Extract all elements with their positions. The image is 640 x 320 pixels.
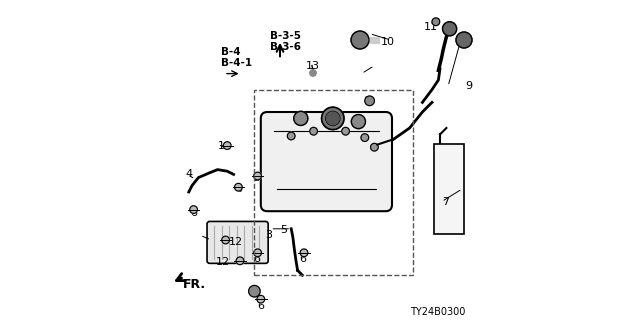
Circle shape [326, 112, 339, 125]
Text: 6: 6 [236, 184, 242, 194]
Circle shape [310, 70, 316, 76]
Circle shape [342, 127, 349, 135]
Circle shape [443, 22, 457, 36]
Bar [434, 144, 464, 234]
Circle shape [326, 111, 340, 125]
Text: TY24B0300: TY24B0300 [410, 307, 465, 317]
Circle shape [189, 206, 197, 213]
Text: 9: 9 [466, 81, 473, 92]
FancyBboxPatch shape [261, 112, 392, 211]
Circle shape [257, 295, 265, 303]
Circle shape [223, 142, 231, 149]
Text: FR.: FR. [183, 278, 206, 291]
Text: 13: 13 [306, 60, 319, 71]
Text: 4: 4 [186, 169, 193, 180]
Text: 6: 6 [191, 208, 197, 218]
Text: 7: 7 [442, 196, 449, 207]
Text: 1: 1 [218, 140, 225, 151]
Text: 5: 5 [280, 225, 287, 236]
Text: 6: 6 [258, 300, 264, 311]
Circle shape [432, 18, 440, 26]
Circle shape [310, 127, 317, 135]
Text: B-4
B-4-1: B-4 B-4-1 [221, 47, 252, 68]
Circle shape [287, 132, 295, 140]
Circle shape [254, 249, 262, 257]
Circle shape [236, 257, 244, 265]
Circle shape [371, 143, 378, 151]
Circle shape [294, 111, 308, 125]
Circle shape [248, 285, 260, 297]
Circle shape [361, 134, 369, 141]
Text: 6: 6 [300, 254, 306, 264]
Text: 6: 6 [253, 254, 260, 264]
Circle shape [351, 31, 369, 49]
Text: 10: 10 [381, 36, 395, 47]
Circle shape [365, 96, 374, 106]
Text: 8: 8 [364, 96, 371, 106]
Circle shape [322, 107, 344, 130]
Text: 1: 1 [253, 172, 260, 183]
Circle shape [300, 249, 308, 257]
FancyBboxPatch shape [207, 221, 268, 263]
Text: B-3-5
B-3-6: B-3-5 B-3-6 [270, 31, 301, 52]
Circle shape [254, 172, 262, 180]
Text: 12: 12 [216, 257, 230, 268]
Circle shape [456, 32, 472, 48]
Circle shape [351, 115, 365, 129]
Text: 3: 3 [266, 230, 273, 240]
Text: 12: 12 [229, 236, 243, 247]
Circle shape [222, 236, 230, 244]
Circle shape [235, 183, 243, 191]
Bar [368, 37, 379, 43]
Text: 11: 11 [424, 22, 438, 32]
Bar [254, 90, 413, 275]
Text: 2: 2 [250, 288, 257, 298]
